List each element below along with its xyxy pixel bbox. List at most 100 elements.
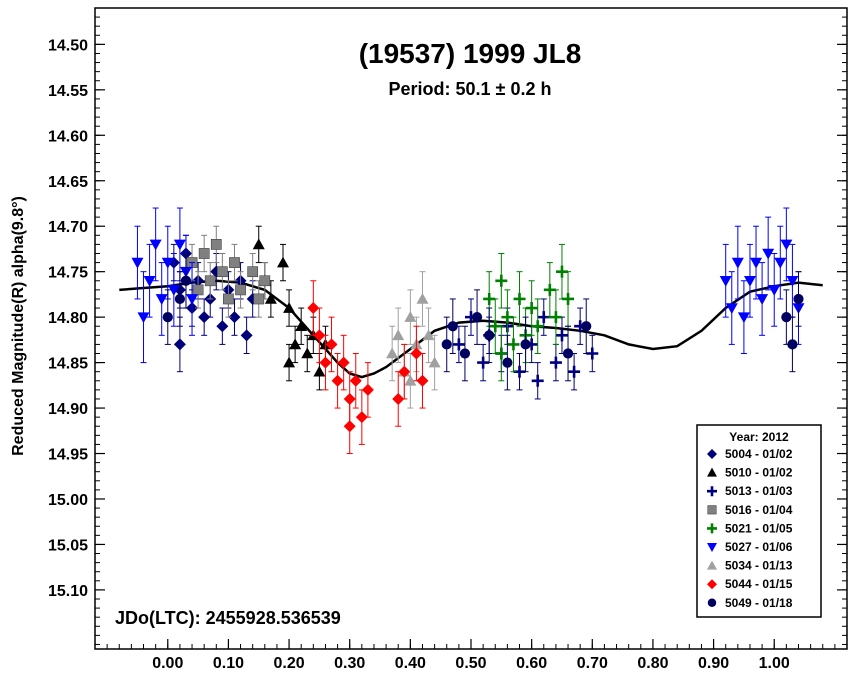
- data-point: [502, 334, 513, 391]
- marker-shape: [252, 238, 265, 250]
- marker-shape: [349, 374, 362, 387]
- data-point: [307, 280, 320, 336]
- y-tick-label: 15.00: [48, 492, 88, 509]
- legend-entry-label: 5010 - 01/02: [725, 466, 793, 480]
- data-point: [277, 243, 289, 282]
- marker-shape: [259, 275, 271, 287]
- marker-shape: [343, 420, 356, 433]
- marker-shape: [174, 293, 186, 305]
- data-point: [313, 307, 326, 364]
- data-point: [452, 325, 465, 364]
- marker-shape: [289, 338, 302, 350]
- legend-entry: 5027 - 01/06: [707, 540, 793, 554]
- marker-shape: [549, 356, 562, 369]
- data-point: [756, 262, 769, 336]
- marker-shape: [750, 257, 763, 269]
- marker-shape: [235, 284, 246, 296]
- data-point: [581, 298, 592, 355]
- marker-shape: [216, 320, 229, 333]
- y-tick-label: 14.75: [48, 265, 88, 282]
- data-point: [325, 316, 338, 373]
- data-point: [525, 280, 538, 336]
- marker-shape: [707, 486, 717, 497]
- data-point: [537, 298, 550, 336]
- data-point: [392, 307, 405, 364]
- marker-shape: [361, 383, 374, 396]
- marker-shape: [410, 347, 423, 360]
- x-tick-label: 0.60: [516, 655, 547, 672]
- marker-shape: [531, 320, 544, 333]
- marker-shape: [568, 365, 581, 378]
- marker-shape: [167, 285, 180, 296]
- legend-box: [696, 424, 822, 618]
- data-point: [441, 316, 452, 373]
- legend-title: Year: 2012: [729, 430, 789, 444]
- data-point: [392, 371, 405, 427]
- data-point: [259, 262, 271, 300]
- marker-shape: [459, 348, 471, 359]
- marker-shape: [404, 374, 417, 386]
- marker-shape: [707, 579, 717, 590]
- marker-shape: [192, 284, 204, 296]
- data-point: [301, 334, 314, 373]
- marker-shape: [502, 357, 513, 368]
- data-point: [737, 280, 750, 355]
- data-point: [768, 252, 781, 327]
- marker-shape: [204, 275, 216, 287]
- y-tick-label: 14.95: [48, 447, 88, 464]
- data-point: [416, 271, 429, 327]
- marker-shape: [161, 257, 174, 269]
- series-8: [162, 252, 804, 391]
- marker-shape: [531, 374, 544, 387]
- marker-shape: [428, 356, 441, 368]
- data-point: [155, 262, 168, 336]
- marker-shape: [283, 356, 296, 368]
- data-point: [355, 389, 368, 445]
- data-point: [787, 316, 798, 373]
- marker-shape: [707, 560, 717, 570]
- chart-title: (19537) 1999 JL8: [359, 38, 582, 69]
- data-point: [428, 334, 441, 391]
- y-tick-label: 14.65: [48, 174, 88, 191]
- data-point: [386, 325, 399, 382]
- data-point: [167, 252, 180, 327]
- data-point: [410, 325, 423, 382]
- marker-shape: [495, 274, 508, 287]
- marker-shape: [173, 239, 186, 251]
- marker-shape: [143, 275, 156, 287]
- data-point: [743, 243, 756, 318]
- x-tick-label: 1.00: [759, 655, 790, 672]
- series-7: [307, 280, 429, 455]
- marker-shape: [562, 292, 575, 305]
- x-tick-label: 0.20: [273, 655, 304, 672]
- marker-shape: [781, 312, 792, 323]
- marker-shape: [217, 266, 228, 278]
- y-tick-label: 14.80: [48, 310, 88, 327]
- data-point: [793, 271, 804, 327]
- data-point: [404, 353, 417, 409]
- data-point: [198, 298, 211, 336]
- marker-shape: [247, 266, 259, 278]
- marker-shape: [707, 505, 717, 515]
- marker-shape: [513, 292, 526, 305]
- data-point: [204, 262, 216, 300]
- data-point: [223, 280, 234, 318]
- data-point: [549, 289, 562, 345]
- data-point: [131, 225, 144, 300]
- data-layer: [131, 207, 805, 455]
- marker-shape: [301, 347, 314, 359]
- data-point: [198, 234, 210, 273]
- marker-shape: [246, 292, 259, 305]
- marker-shape: [392, 392, 405, 405]
- data-point: [568, 353, 581, 391]
- marker-shape: [774, 257, 787, 269]
- series-3: [186, 225, 271, 318]
- y-tick-label: 14.70: [48, 219, 88, 236]
- data-point: [149, 207, 162, 282]
- marker-shape: [392, 329, 405, 341]
- marker-shape: [495, 347, 508, 360]
- marker-shape: [507, 338, 520, 351]
- marker-shape: [210, 239, 222, 250]
- y-tick-label: 14.55: [48, 83, 88, 100]
